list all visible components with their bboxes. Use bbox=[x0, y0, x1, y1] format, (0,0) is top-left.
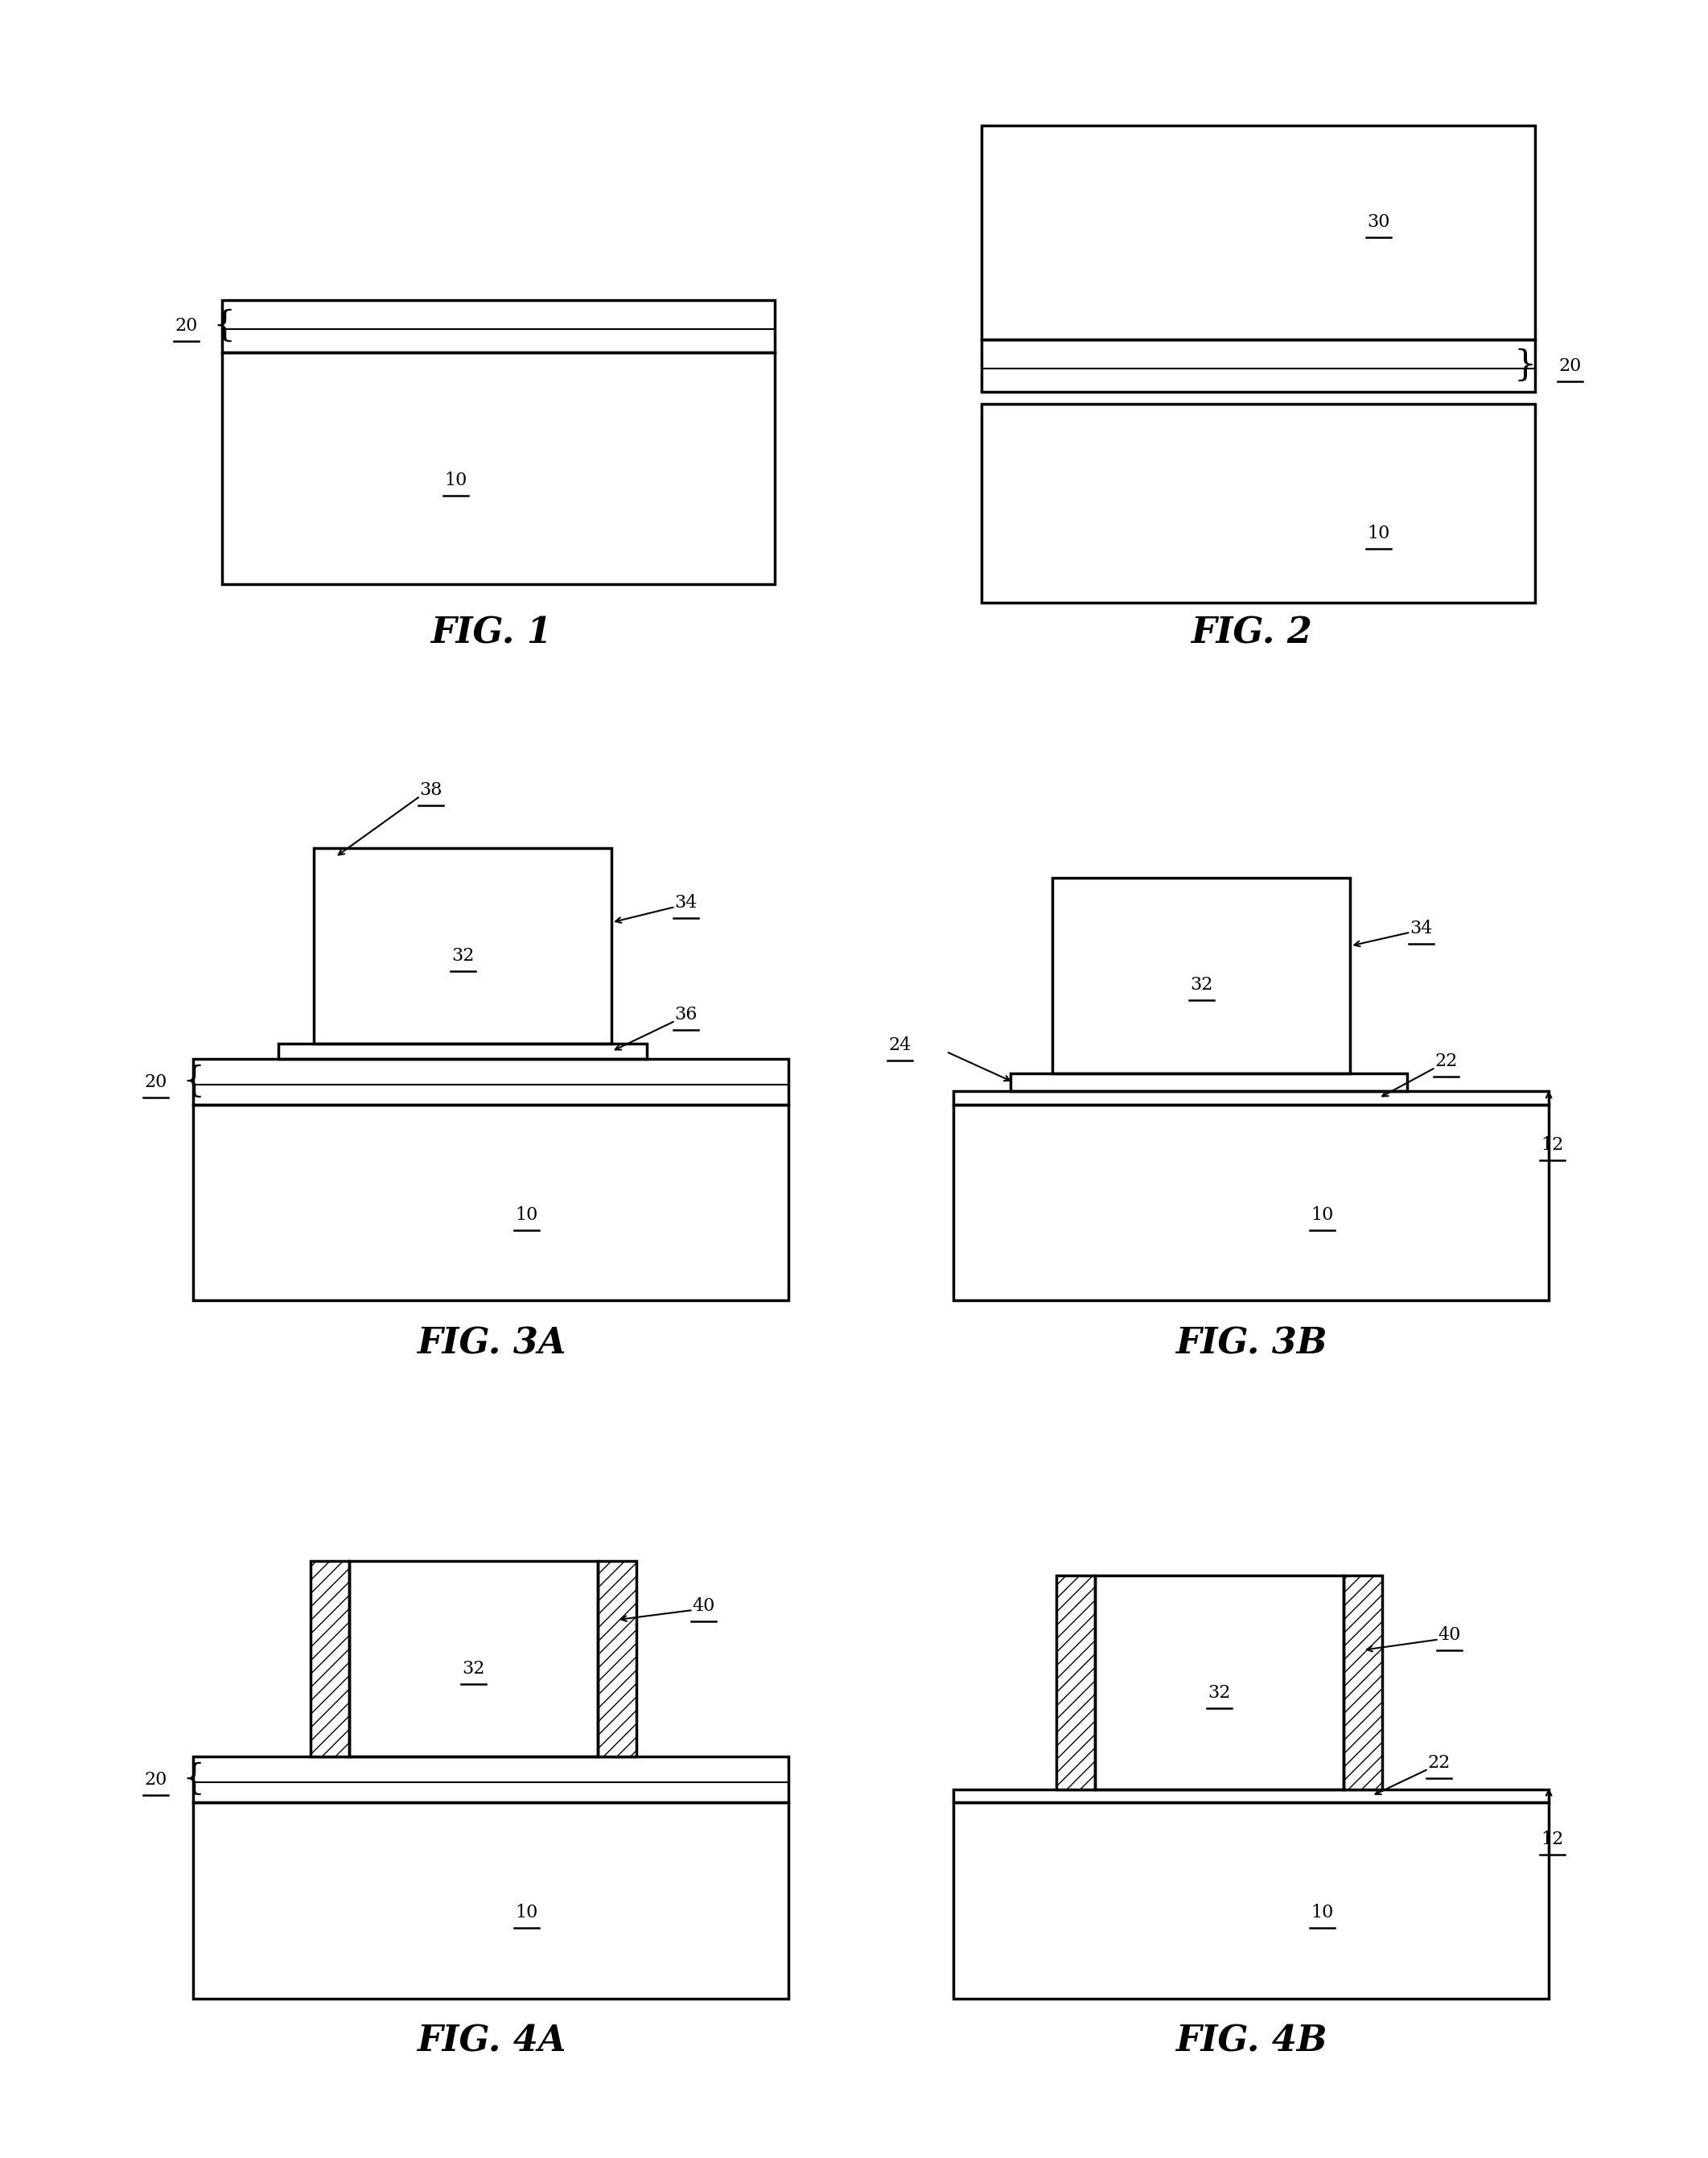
Text: FIG. 3A: FIG. 3A bbox=[417, 1325, 565, 1362]
Bar bbox=[193, 1802, 789, 1998]
Bar bbox=[1056, 1575, 1095, 1789]
Bar bbox=[1009, 1073, 1407, 1092]
Bar bbox=[193, 1757, 789, 1802]
Text: 24: 24 bbox=[888, 1036, 912, 1055]
Bar bbox=[1342, 1575, 1382, 1789]
Text: }: } bbox=[1513, 347, 1537, 384]
Text: {: { bbox=[212, 309, 236, 343]
Text: FIG. 2: FIG. 2 bbox=[1190, 615, 1312, 652]
Text: 34: 34 bbox=[675, 893, 697, 911]
Text: 32: 32 bbox=[1208, 1683, 1231, 1703]
Text: 36: 36 bbox=[675, 1006, 697, 1023]
Bar bbox=[193, 1060, 789, 1105]
Bar bbox=[953, 1092, 1549, 1105]
Bar bbox=[222, 300, 775, 352]
Text: FIG. 3B: FIG. 3B bbox=[1175, 1325, 1327, 1362]
Text: 40: 40 bbox=[692, 1597, 716, 1614]
Text: 10: 10 bbox=[1310, 1903, 1334, 1921]
Bar bbox=[314, 848, 611, 1044]
Text: 32: 32 bbox=[461, 1660, 485, 1677]
Text: FIG. 4B: FIG. 4B bbox=[1175, 2024, 1327, 2059]
Bar bbox=[953, 1789, 1549, 1802]
Bar bbox=[311, 1560, 350, 1757]
Text: 20: 20 bbox=[1559, 356, 1582, 375]
Bar bbox=[278, 1044, 647, 1060]
Bar bbox=[953, 1802, 1549, 1998]
Text: {: { bbox=[183, 1763, 205, 1798]
Bar bbox=[1052, 878, 1351, 1073]
Text: 30: 30 bbox=[1366, 214, 1390, 231]
Text: 10: 10 bbox=[516, 1206, 538, 1224]
Bar bbox=[982, 341, 1535, 393]
Text: 10: 10 bbox=[1368, 524, 1390, 542]
Text: {: { bbox=[183, 1064, 205, 1098]
Text: 12: 12 bbox=[1541, 1830, 1565, 1847]
Text: 20: 20 bbox=[145, 1073, 167, 1090]
Text: 32: 32 bbox=[1190, 975, 1213, 995]
Text: 10: 10 bbox=[1310, 1206, 1334, 1224]
Text: 12: 12 bbox=[1541, 1135, 1565, 1155]
Bar bbox=[598, 1560, 637, 1757]
Text: 38: 38 bbox=[420, 781, 442, 798]
Bar bbox=[982, 125, 1535, 341]
Text: 32: 32 bbox=[451, 947, 475, 965]
Bar bbox=[982, 404, 1535, 602]
Text: FIG. 1: FIG. 1 bbox=[430, 615, 552, 652]
Text: 10: 10 bbox=[516, 1903, 538, 1921]
Bar bbox=[1095, 1575, 1342, 1789]
Text: 10: 10 bbox=[444, 473, 466, 490]
Text: 22: 22 bbox=[1428, 1754, 1450, 1772]
Bar bbox=[193, 1105, 789, 1301]
Text: 34: 34 bbox=[1409, 919, 1433, 937]
Bar bbox=[953, 1105, 1549, 1301]
Text: 20: 20 bbox=[145, 1772, 167, 1789]
Bar bbox=[350, 1560, 598, 1757]
Text: 20: 20 bbox=[174, 317, 198, 334]
Text: 40: 40 bbox=[1438, 1627, 1460, 1644]
Bar bbox=[222, 352, 775, 585]
Text: FIG. 4A: FIG. 4A bbox=[417, 2024, 565, 2059]
Text: 22: 22 bbox=[1435, 1053, 1457, 1070]
